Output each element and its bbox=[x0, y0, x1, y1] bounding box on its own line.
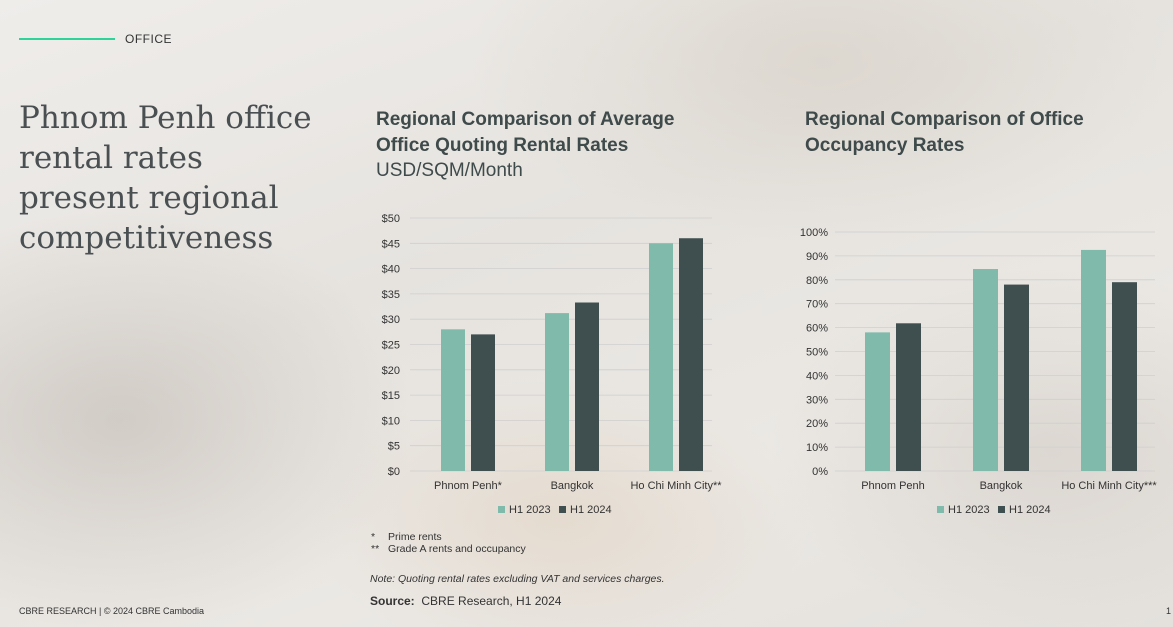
footnotes: * Prime rents ** Grade A rents and occupan… bbox=[371, 531, 526, 555]
legend-label: H1 2023 bbox=[509, 504, 551, 516]
legend-swatch bbox=[559, 506, 566, 513]
y-tick-label: 40% bbox=[806, 370, 828, 382]
footnote-1: * Prime rents bbox=[371, 531, 442, 543]
y-tick-label: 70% bbox=[806, 299, 828, 311]
rent-chart-title: Regional Comparison of Average Office Qu… bbox=[376, 109, 675, 156]
bar-h1-2023 bbox=[441, 329, 465, 471]
y-tick-label: 60% bbox=[806, 323, 828, 335]
x-category-label: Bangkok bbox=[980, 480, 1023, 492]
occupancy-bar-chart: 0% 10% 20% 30% 40% 50% 60% 70% 80% 90% 100% Phnom P… bbox=[800, 227, 1158, 516]
bar-h1-2023 bbox=[973, 269, 998, 471]
legend-swatch bbox=[498, 506, 505, 513]
y-tick-label: $35 bbox=[382, 289, 400, 301]
y-tick-label: 30% bbox=[806, 394, 828, 406]
x-category-label: Bangkok bbox=[551, 480, 594, 492]
legend-swatch bbox=[998, 506, 1005, 513]
bar-h1-2023 bbox=[545, 313, 569, 471]
rent-note: Note: Quoting rental rates excluding VAT… bbox=[370, 573, 665, 585]
legend-swatch bbox=[937, 506, 944, 513]
x-category-label: Ho Chi Minh City*** bbox=[1061, 480, 1157, 492]
bar-h1-2023 bbox=[1081, 249, 1106, 471]
legend-label: H1 2024 bbox=[1009, 504, 1051, 516]
bar-h1-2024 bbox=[1112, 282, 1137, 471]
y-tick-label: $25 bbox=[382, 340, 400, 352]
y-tick-label: $20 bbox=[382, 365, 400, 377]
y-tick-label: 10% bbox=[806, 442, 828, 454]
y-tick-label: 0% bbox=[812, 466, 828, 478]
y-tick-label: 20% bbox=[806, 418, 828, 430]
page-headline: Phnom Penh office rental rates present r… bbox=[19, 100, 312, 256]
y-tick-label: $15 bbox=[382, 390, 400, 402]
y-tick-label: $40 bbox=[382, 264, 400, 276]
y-tick-label: 100% bbox=[800, 227, 828, 239]
x-category-label: Phnom Penh bbox=[861, 480, 925, 492]
y-tick-label: 90% bbox=[806, 251, 828, 263]
y-tick-label: 80% bbox=[806, 275, 828, 287]
bar-h1-2023 bbox=[649, 243, 673, 471]
bar-h1-2024 bbox=[575, 302, 599, 471]
rent-bar-chart: $0 $5 $10 $15 $20 $25 $30 $35 $40 $45 $50 Phnom Pen… bbox=[382, 213, 723, 516]
x-category-label: Phnom Penh* bbox=[434, 480, 503, 492]
y-tick-label: $45 bbox=[382, 238, 400, 250]
source-line: Source: CBRE Research, H1 2024 bbox=[370, 594, 561, 608]
rent-chart-subtitle: USD/SQM/Month bbox=[376, 160, 523, 181]
y-tick-label: $0 bbox=[388, 466, 400, 478]
source-label: Source: bbox=[370, 594, 415, 608]
source-text: CBRE Research, H1 2024 bbox=[421, 594, 562, 608]
page-number: 1 bbox=[1166, 606, 1172, 616]
y-tick-label: $5 bbox=[388, 441, 400, 453]
legend-label: H1 2024 bbox=[570, 504, 612, 516]
y-tick-label: $10 bbox=[382, 415, 400, 427]
y-tick-label: 50% bbox=[806, 347, 828, 359]
footnote-2: ** Grade A rents and occupancy bbox=[371, 543, 526, 555]
x-category-label: Ho Chi Minh City** bbox=[630, 480, 722, 492]
bar-h1-2024 bbox=[896, 323, 921, 471]
legend-label: H1 2023 bbox=[948, 504, 990, 516]
footer-copyright: CBRE RESEARCH | © 2024 CBRE Cambodia bbox=[19, 606, 205, 616]
y-tick-label: $50 bbox=[382, 213, 400, 225]
section-label: OFFICE bbox=[125, 32, 172, 46]
bar-h1-2024 bbox=[471, 334, 495, 471]
bar-h1-2023 bbox=[865, 332, 890, 471]
section-accent-line bbox=[19, 38, 115, 40]
bar-h1-2024 bbox=[679, 238, 703, 471]
bar-h1-2024 bbox=[1004, 284, 1029, 471]
y-tick-label: $30 bbox=[382, 314, 400, 326]
occupancy-chart-title: Regional Comparison of Office Occupancy … bbox=[805, 109, 1084, 156]
